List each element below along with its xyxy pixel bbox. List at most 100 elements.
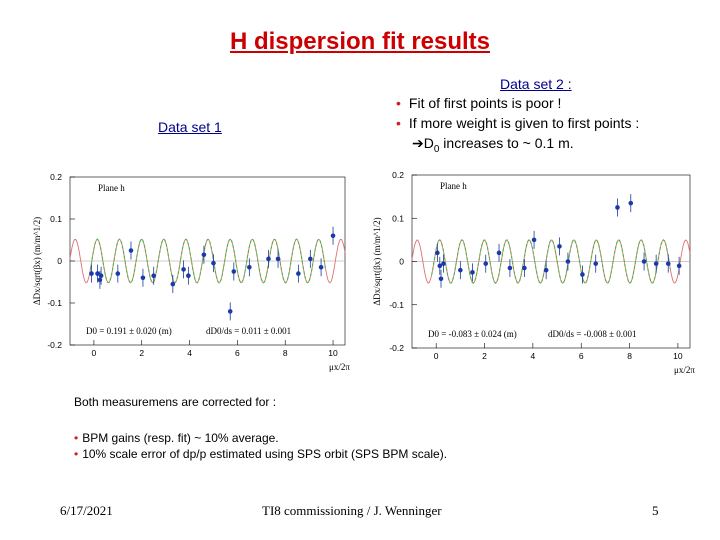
bullet-dot-icon: •	[396, 95, 401, 111]
data-point	[665, 261, 671, 266]
y-axis-label: ΔDx/sqrt(βx) (m/m^1/2)	[32, 217, 42, 305]
data-point	[441, 261, 446, 266]
y-tick-label: 0.1	[392, 213, 404, 223]
x-tick-label: 8	[627, 351, 632, 361]
x-tick-label: 0	[92, 348, 97, 358]
data-point	[628, 200, 634, 206]
data-point	[522, 265, 527, 271]
plot-plane-label: Plane h	[440, 181, 467, 191]
data-point	[318, 265, 324, 270]
bullet-item: • Fit of first points is poor !	[396, 95, 561, 111]
data-set-1-label: Data set 1	[158, 119, 222, 135]
note-bullet: • 10% scale error of dp/p estimated using…	[74, 447, 447, 461]
bullet-text: If more weight is given to first points …	[408, 115, 640, 131]
x-tick-label: 4	[531, 351, 536, 361]
note-bullet-text: BPM gains (resp. fit) ~ 10% average.	[82, 431, 279, 445]
data-point	[97, 277, 103, 283]
y-tick-label: -0.2	[47, 340, 62, 350]
x-tick-label: 2	[139, 348, 144, 358]
y-tick-label: 0.2	[392, 170, 404, 180]
data-point	[496, 250, 502, 256]
data-point	[531, 237, 537, 243]
sub-bullet: ➔D0 increases to ~ 0.1 m.	[412, 135, 574, 155]
data-point	[507, 265, 513, 271]
fit-curve-green	[88, 238, 327, 284]
data-point	[458, 267, 463, 273]
data-point	[470, 270, 475, 275]
bullet-dot-icon: •	[74, 447, 79, 461]
note-bullet-text: 10% scale error of dp/p estimated using …	[82, 447, 448, 461]
y-tick-label: 0	[399, 257, 404, 267]
footer-date: 6/17/2021	[60, 503, 113, 518]
data-point	[247, 265, 252, 270]
data-point	[181, 267, 186, 272]
data-point	[89, 271, 94, 276]
data-point	[266, 256, 271, 262]
fit-result-text: D0 = 0.191 ± 0.020 (m)	[86, 326, 172, 336]
data-point	[676, 263, 682, 269]
note-bullet: • BPM gains (resp. fit) ~ 10% average.	[74, 431, 279, 445]
data-point	[95, 271, 100, 276]
data-set-2-label: Data set 2 :	[500, 76, 572, 92]
x-tick-label: 10	[673, 351, 683, 361]
data-point	[330, 233, 336, 239]
page-number: 5	[652, 503, 659, 518]
sub-bullet-subscript: 0	[433, 143, 440, 155]
data-point	[151, 273, 156, 279]
data-point	[140, 275, 146, 281]
x-tick-label: 6	[235, 348, 240, 358]
x-tick-label: 2	[482, 351, 487, 361]
y-tick-label: 0	[57, 256, 62, 266]
arrow-icon: ➔	[412, 135, 424, 151]
x-tick-label: 0	[434, 351, 439, 361]
correction-note: Both measuremens are corrected for :	[74, 395, 277, 409]
data-point	[296, 271, 301, 276]
data-point	[435, 250, 440, 256]
bullet-dot-icon: •	[396, 115, 401, 131]
data-point	[201, 252, 207, 257]
data-point	[128, 248, 134, 253]
bullet-text: Fit of first points is poor !	[408, 95, 562, 111]
slide-title: H dispersion fit results	[229, 28, 491, 55]
data-point	[186, 273, 191, 279]
x-tick-label: 4	[187, 348, 192, 358]
data-point	[593, 261, 599, 266]
x-axis-label: μx/2π	[674, 365, 695, 375]
footer-title: TI8 commissioning / J. Wenninger	[262, 503, 442, 518]
data-point	[483, 261, 489, 266]
data-point	[231, 269, 237, 274]
data-point	[557, 244, 562, 249]
y-tick-label: 0.1	[50, 214, 62, 224]
bullet-dot-icon: •	[74, 431, 79, 445]
y-axis-label: ΔDx/sqrt(βx) (m/m^1/2)	[372, 217, 382, 305]
data-point	[438, 276, 444, 282]
data-point	[543, 267, 549, 273]
slope-result-text: dD0/ds = 0.011 ± 0.001	[206, 326, 291, 336]
slope-result-text: dD0/ds = -0.008 ± 0.001	[548, 329, 637, 339]
x-tick-label: 10	[328, 348, 338, 358]
y-tick-label: -0.2	[389, 343, 404, 353]
data-point	[437, 263, 443, 269]
x-tick-label: 8	[283, 348, 288, 358]
sub-bullet-text: increases to ~ 0.1 m.	[439, 135, 574, 151]
data-point	[211, 260, 216, 266]
y-tick-label: -0.1	[389, 300, 404, 310]
sub-bullet-symbol: D	[423, 135, 434, 151]
data-point	[653, 261, 659, 266]
data-point	[275, 256, 281, 262]
x-tick-label: 6	[579, 351, 584, 361]
data-point	[98, 273, 104, 279]
x-axis-label: μx/2π	[329, 362, 350, 372]
data-point	[615, 205, 620, 210]
fit-curve-green	[431, 239, 671, 284]
data-point	[308, 256, 313, 262]
data-point	[565, 259, 571, 264]
data-point	[227, 309, 233, 314]
y-tick-label: 0.2	[50, 172, 62, 182]
fit-result-text: D0 = -0.083 ± 0.024 (m)	[428, 329, 517, 339]
plot-plane-label: Plane h	[98, 183, 125, 193]
bullet-item: • If more weight is given to first points…	[396, 115, 639, 131]
y-tick-label: -0.1	[47, 298, 62, 308]
data-point	[641, 259, 647, 264]
